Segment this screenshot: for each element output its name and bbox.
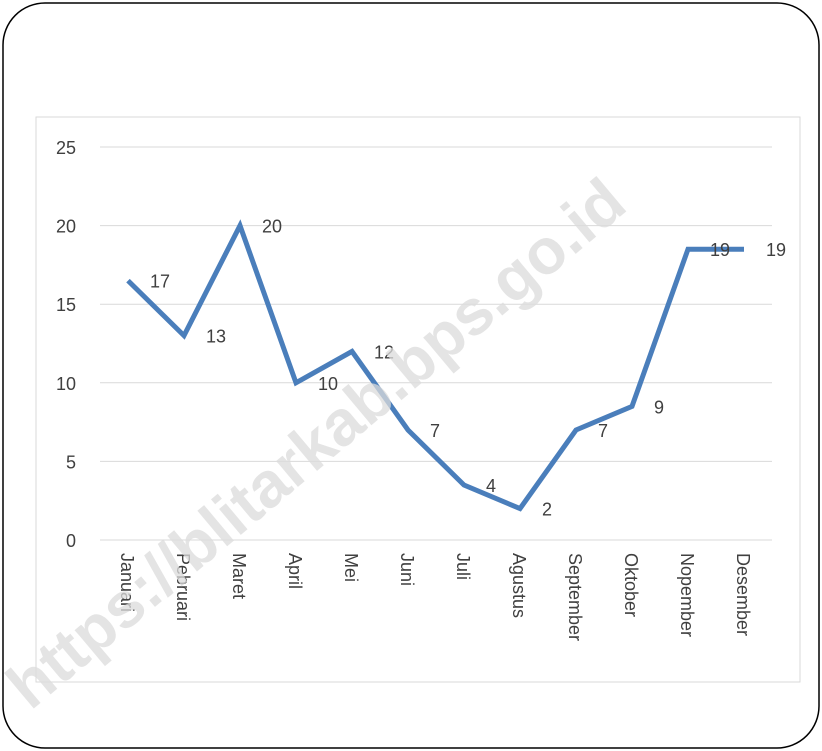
data-label: 7 [598,421,608,441]
x-tick-label: Oktober [621,553,641,617]
y-tick-label: 25 [56,138,76,158]
x-tick-label: Juli [453,553,473,580]
y-tick-label: 5 [66,452,76,472]
data-label: 13 [206,327,226,347]
y-tick-label: 20 [56,217,76,237]
data-label: 2 [542,500,552,520]
x-tick-label: Mei [341,553,361,582]
data-label: 4 [486,476,496,496]
data-label: 19 [766,240,786,260]
data-label: 9 [654,397,664,417]
data-label: 7 [430,421,440,441]
y-tick-label: 10 [56,374,76,394]
y-tick-label: 0 [66,531,76,551]
x-tick-label: Desember [733,553,753,636]
data-label: 17 [150,272,170,292]
x-tick-label: Juni [397,553,417,586]
x-tick-label: September [565,553,585,641]
data-label: 20 [262,217,282,237]
x-tick-label: April [285,553,305,589]
data-label: 19 [710,240,730,260]
x-tick-label: Nopember [677,553,697,637]
y-tick-label: 15 [56,295,76,315]
x-tick-label: Agustus [509,553,529,618]
